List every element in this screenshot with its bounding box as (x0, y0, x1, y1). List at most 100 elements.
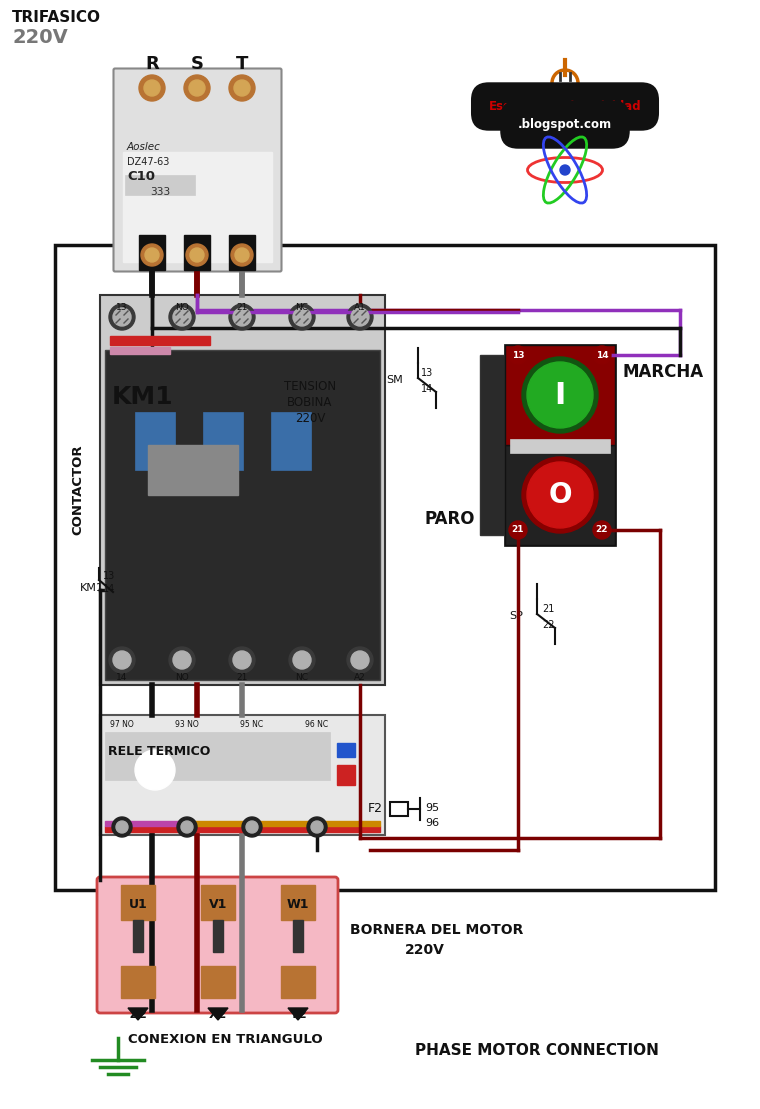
Circle shape (527, 462, 593, 528)
Circle shape (109, 304, 135, 330)
Text: PHASE MOTOR CONNECTION: PHASE MOTOR CONNECTION (415, 1042, 659, 1058)
Bar (505, 445, 615, 545)
Bar (125, 175, 195, 195)
Text: CONEXION EN TRIANGULO: CONEXION EN TRIANGULO (128, 1032, 323, 1046)
Text: 13: 13 (511, 350, 524, 359)
Circle shape (351, 308, 369, 326)
Bar (229, 235, 255, 269)
Text: C10: C10 (127, 170, 155, 183)
Bar (337, 765, 355, 785)
Circle shape (113, 651, 131, 669)
Circle shape (235, 248, 249, 262)
Bar (105, 732, 330, 780)
Polygon shape (128, 1008, 148, 1020)
Text: 96: 96 (425, 818, 439, 828)
Bar (213, 920, 223, 952)
Circle shape (593, 521, 611, 539)
Circle shape (293, 308, 311, 326)
Bar (510, 439, 610, 452)
Circle shape (141, 244, 163, 266)
Circle shape (186, 244, 208, 266)
Text: TENSION
BOBINA
220V: TENSION BOBINA 220V (284, 380, 336, 425)
Bar (203, 413, 243, 470)
Bar (135, 413, 175, 470)
Text: Aoslec: Aoslec (127, 142, 161, 152)
Text: BORNERA DEL MOTOR: BORNERA DEL MOTOR (350, 923, 524, 937)
Text: 21: 21 (236, 303, 248, 312)
Text: RELE TERMICO: RELE TERMICO (108, 745, 211, 757)
Circle shape (311, 821, 323, 833)
Text: R: R (145, 55, 159, 73)
Circle shape (289, 304, 315, 330)
Bar (133, 920, 143, 952)
Text: T: T (236, 55, 249, 73)
Bar (505, 345, 615, 445)
Text: 220V: 220V (405, 943, 445, 957)
Text: 95 NC: 95 NC (240, 720, 264, 729)
Circle shape (190, 248, 204, 262)
Bar (480, 355, 505, 535)
Text: Y2: Y2 (289, 1008, 307, 1021)
Text: NO: NO (175, 303, 189, 312)
Circle shape (246, 821, 258, 833)
Text: KM1: KM1 (80, 583, 104, 593)
Bar (293, 920, 303, 952)
Circle shape (289, 647, 315, 673)
Text: 13: 13 (421, 368, 433, 378)
Bar (100, 715, 385, 835)
Circle shape (229, 75, 255, 101)
Text: 22: 22 (542, 620, 555, 630)
Text: X2: X2 (209, 1008, 227, 1021)
Text: F2: F2 (368, 802, 383, 814)
Circle shape (173, 651, 191, 669)
Text: I: I (554, 380, 565, 409)
Text: SP: SP (509, 611, 523, 621)
Text: A1: A1 (354, 303, 366, 312)
Text: KM1: KM1 (112, 385, 173, 409)
Circle shape (231, 244, 253, 266)
Circle shape (509, 346, 527, 364)
Polygon shape (288, 1008, 308, 1020)
Text: S: S (191, 55, 204, 73)
Circle shape (189, 80, 205, 96)
Circle shape (509, 521, 527, 539)
Text: NO: NO (175, 673, 189, 682)
Bar (123, 152, 272, 262)
Circle shape (112, 817, 132, 837)
Bar (139, 235, 165, 269)
Bar (337, 743, 355, 757)
Circle shape (233, 651, 251, 669)
Text: 96 NC: 96 NC (306, 720, 328, 729)
Circle shape (135, 750, 175, 790)
Text: 14: 14 (116, 673, 128, 682)
Circle shape (109, 647, 135, 673)
Circle shape (169, 647, 195, 673)
Circle shape (181, 821, 193, 833)
Circle shape (522, 457, 598, 533)
Text: V1: V1 (209, 898, 227, 910)
Text: .blogspot.com: .blogspot.com (518, 118, 612, 131)
Text: NC: NC (296, 303, 309, 312)
Circle shape (527, 362, 593, 428)
Text: 14: 14 (596, 350, 608, 359)
Text: TRIFASICO: TRIFASICO (12, 10, 101, 26)
Circle shape (242, 817, 262, 837)
Text: 14: 14 (103, 584, 116, 594)
Bar (100, 295, 385, 685)
Circle shape (560, 165, 570, 175)
Circle shape (233, 308, 251, 326)
Text: 333: 333 (150, 187, 170, 197)
Circle shape (347, 647, 373, 673)
Circle shape (229, 304, 255, 330)
Text: 21: 21 (236, 673, 248, 682)
Bar (190, 821, 380, 826)
Text: U1: U1 (128, 898, 147, 910)
Circle shape (145, 248, 159, 262)
Bar (105, 350, 380, 680)
Circle shape (184, 75, 210, 101)
Bar (505, 345, 615, 545)
Circle shape (173, 308, 191, 326)
Circle shape (177, 817, 197, 837)
Bar (184, 235, 210, 269)
Polygon shape (208, 1008, 228, 1020)
